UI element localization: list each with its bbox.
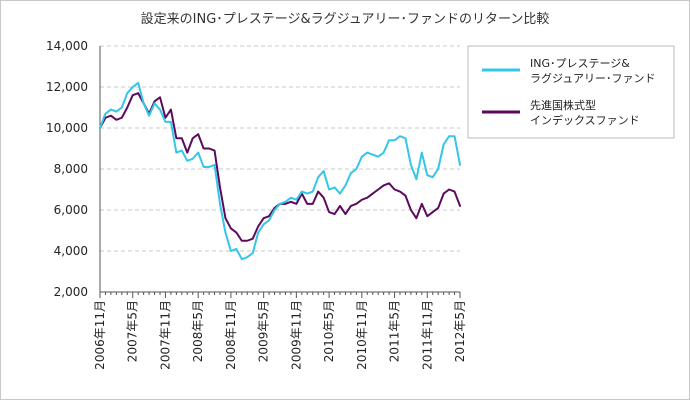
x-tick-label: 2009年11月 bbox=[289, 300, 303, 370]
x-tick-label: 2011年11月 bbox=[420, 300, 434, 370]
y-tick-label: 4,000 bbox=[54, 244, 88, 258]
x-tick-label: 2010年5月 bbox=[322, 300, 336, 362]
x-tick-label: 2006年11月 bbox=[93, 300, 107, 370]
x-tick-label: 2008年5月 bbox=[191, 300, 205, 362]
legend-label: ING･プレステージ& bbox=[530, 57, 630, 70]
y-tick-label: 12,000 bbox=[46, 80, 88, 94]
y-tick-label: 6,000 bbox=[54, 203, 88, 217]
chart-title: 設定来のING･プレステージ&ラグジュアリー･ファンドのリターン比較 bbox=[140, 12, 550, 27]
x-tick-label: 2007年5月 bbox=[126, 300, 140, 362]
x-tick-label: 2007年11月 bbox=[158, 300, 172, 370]
x-tick-label: 2011年5月 bbox=[388, 300, 402, 362]
x-tick-label: 2009年5月 bbox=[257, 300, 271, 362]
x-tick-label: 2010年11月 bbox=[355, 300, 369, 370]
y-tick-label: 2,000 bbox=[54, 285, 88, 299]
series-lines bbox=[99, 81, 461, 261]
y-tick-label: 14,000 bbox=[46, 39, 88, 53]
series-line-1 bbox=[99, 92, 461, 242]
legend-label: ラグジュアリー･ファンド bbox=[530, 71, 656, 85]
x-tick-label: 2012年5月 bbox=[453, 300, 467, 362]
series-line-0 bbox=[99, 81, 461, 261]
y-tick-label: 8,000 bbox=[54, 162, 88, 176]
axes bbox=[99, 46, 461, 298]
legend-label: インデックスファンド bbox=[530, 113, 640, 127]
legend-box bbox=[467, 45, 675, 139]
x-tick-label: 2008年11月 bbox=[224, 300, 238, 370]
x-axis-tick-labels: 2006年11月 2007年5月 2007年11月 2008年5月 2008年11月 20… bbox=[93, 300, 467, 370]
grid-lines bbox=[100, 45, 460, 252]
y-axis-tick-labels: 2,000 4,000 6,000 8,000 10,000 12,000 14,000 bbox=[46, 39, 88, 299]
y-tick-label: 10,000 bbox=[46, 121, 88, 135]
legend-label: 先進国株式型 bbox=[530, 98, 596, 112]
